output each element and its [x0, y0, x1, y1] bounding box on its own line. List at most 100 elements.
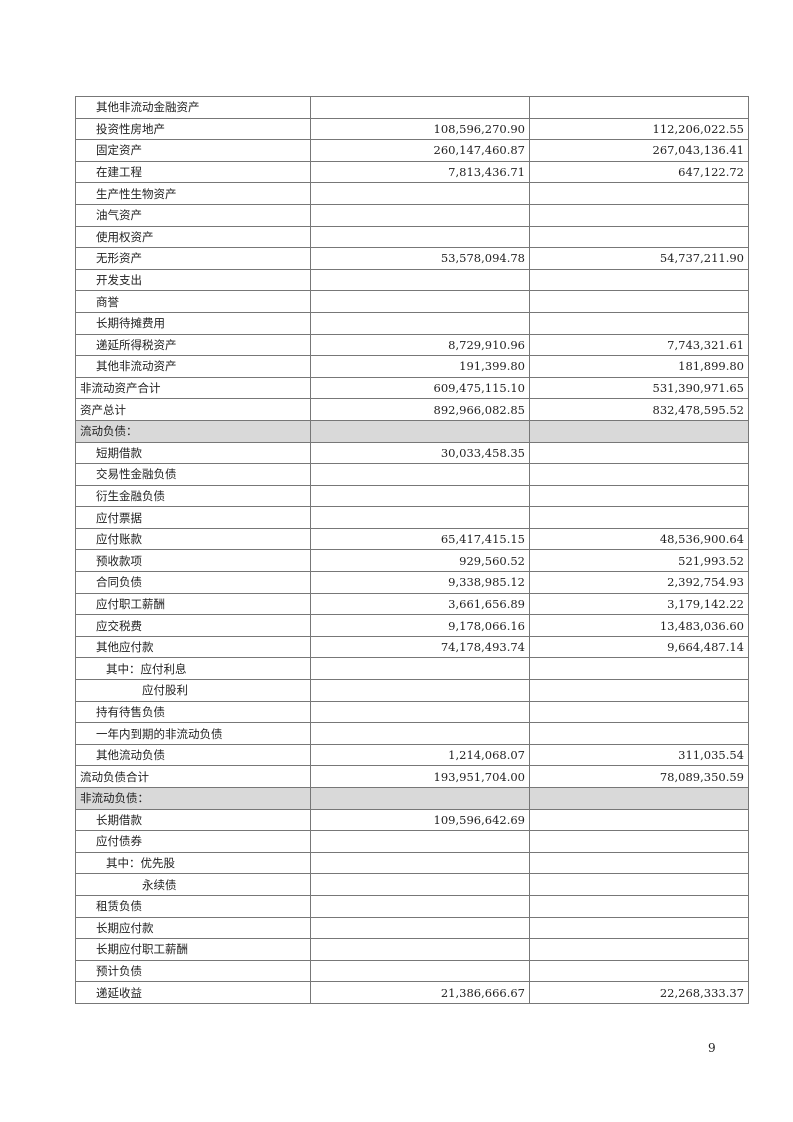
- row-label: 其他应付款: [75, 635, 311, 659]
- table-row: 长期应付职工薪酬: [75, 938, 749, 961]
- value-current-period: [310, 419, 530, 443]
- table-row: 开发支出: [75, 268, 749, 292]
- value-current-period: 30,033,458.35: [310, 441, 530, 465]
- table-row: 其他应付款 74,178,493.74 9,664,487.14: [75, 635, 749, 659]
- value-current-period: 609,475,115.10: [310, 376, 530, 400]
- value-prior-period: [529, 419, 749, 443]
- row-label: 合同负债: [75, 571, 311, 594]
- value-prior-period: [529, 484, 749, 508]
- value-current-period: 53,578,094.78: [310, 247, 530, 270]
- row-label: 非流动资产合计: [75, 376, 311, 400]
- value-prior-period: [529, 463, 749, 486]
- table-row: 交易性金融负债: [75, 463, 749, 486]
- value-current-period: [310, 916, 530, 940]
- row-label: 递延所得税资产: [75, 333, 311, 357]
- value-current-period: [310, 830, 530, 853]
- row-label: 应付债券: [75, 830, 311, 853]
- value-current-period: 7,813,436.71: [310, 160, 530, 184]
- value-prior-period: [529, 916, 749, 940]
- value-prior-period: [529, 96, 749, 119]
- table-row: 使用权资产: [75, 225, 749, 249]
- value-prior-period: [529, 203, 749, 227]
- row-label: 使用权资产: [75, 225, 311, 249]
- row-label: 投资性房地产: [75, 117, 311, 141]
- value-current-period: [310, 203, 530, 227]
- value-prior-period: [529, 830, 749, 853]
- row-label: 其他非流动金融资产: [75, 96, 311, 119]
- value-prior-period: 112,206,022.55: [529, 117, 749, 141]
- value-current-period: 9,338,985.12: [310, 571, 530, 594]
- table-row: 预收款项 929,560.52 521,993.52: [75, 549, 749, 573]
- value-prior-period: 22,268,333.37: [529, 981, 749, 1004]
- value-current-period: [310, 484, 530, 508]
- table-row: 长期借款 109,596,642.69: [75, 808, 749, 832]
- value-current-period: [310, 268, 530, 292]
- row-label: 交易性金融负债: [75, 463, 311, 486]
- table-row: 衍生金融负债: [75, 484, 749, 508]
- value-current-period: [310, 787, 530, 810]
- value-current-period: 8,729,910.96: [310, 333, 530, 357]
- value-current-period: [310, 938, 530, 961]
- value-prior-period: 78,089,350.59: [529, 765, 749, 788]
- table-row: 应付账款 65,417,415.15 48,536,900.64: [75, 527, 749, 551]
- value-prior-period: 3,179,142.22: [529, 592, 749, 616]
- row-label: 资产总计: [75, 398, 311, 421]
- row-label: 开发支出: [75, 268, 311, 292]
- row-label: 持有待售负债: [75, 700, 311, 724]
- value-current-period: [310, 96, 530, 119]
- value-prior-period: 9,664,487.14: [529, 635, 749, 659]
- value-current-period: [310, 894, 530, 918]
- row-label: 预计负债: [75, 959, 311, 983]
- value-current-period: [310, 657, 530, 681]
- value-prior-period: [529, 851, 749, 875]
- row-label: 无形资产: [75, 247, 311, 270]
- table-row: 永续债: [75, 873, 749, 896]
- table-row: 应付职工薪酬 3,661,656.89 3,179,142.22: [75, 592, 749, 616]
- row-label: 长期借款: [75, 808, 311, 832]
- table-row: 长期待摊费用: [75, 311, 749, 335]
- table-row: 其他非流动金融资产: [75, 96, 749, 119]
- row-label: 应付职工薪酬: [75, 592, 311, 616]
- value-prior-period: 267,043,136.41: [529, 139, 749, 162]
- value-current-period: [310, 225, 530, 249]
- value-current-period: [310, 679, 530, 702]
- value-prior-period: [529, 506, 749, 529]
- value-prior-period: [529, 311, 749, 335]
- table-row: 递延所得税资产 8,729,910.96 7,743,321.61: [75, 333, 749, 357]
- row-label: 衍生金融负债: [75, 484, 311, 508]
- value-current-period: 65,417,415.15: [310, 527, 530, 551]
- row-label: 流动负债：: [75, 419, 311, 443]
- table-row: 其他流动负债 1,214,068.07 311,035.54: [75, 743, 749, 767]
- value-current-period: 3,661,656.89: [310, 592, 530, 616]
- table-row: 一年内到期的非流动负债: [75, 722, 749, 745]
- value-prior-period: 521,993.52: [529, 549, 749, 573]
- value-current-period: [310, 700, 530, 724]
- table-row: 投资性房地产 108,596,270.90 112,206,022.55: [75, 117, 749, 141]
- value-prior-period: [529, 894, 749, 918]
- row-label: 其他流动负债: [75, 743, 311, 767]
- row-label: 应交税费: [75, 614, 311, 637]
- row-label: 一年内到期的非流动负债: [75, 722, 311, 745]
- table-row: 固定资产 260,147,460.87 267,043,136.41: [75, 139, 749, 162]
- table-row: 长期应付款: [75, 916, 749, 940]
- value-prior-period: [529, 938, 749, 961]
- row-label: 长期应付职工薪酬: [75, 938, 311, 961]
- row-label: 递延收益: [75, 981, 311, 1004]
- page-number: 9: [708, 1041, 716, 1055]
- value-current-period: [310, 506, 530, 529]
- value-prior-period: [529, 808, 749, 832]
- table-row: 应付票据: [75, 506, 749, 529]
- row-label: 其他非流动资产: [75, 355, 311, 378]
- value-current-period: 109,596,642.69: [310, 808, 530, 832]
- value-prior-period: 647,122.72: [529, 160, 749, 184]
- row-label: 固定资产: [75, 139, 311, 162]
- value-current-period: [310, 311, 530, 335]
- value-prior-period: [529, 657, 749, 681]
- value-prior-period: 311,035.54: [529, 743, 749, 767]
- value-current-period: 21,386,666.67: [310, 981, 530, 1004]
- value-current-period: [310, 873, 530, 896]
- row-label: 永续债: [75, 873, 311, 896]
- value-prior-period: [529, 722, 749, 745]
- row-label: 生产性生物资产: [75, 182, 311, 205]
- table-row: 应付债券: [75, 830, 749, 853]
